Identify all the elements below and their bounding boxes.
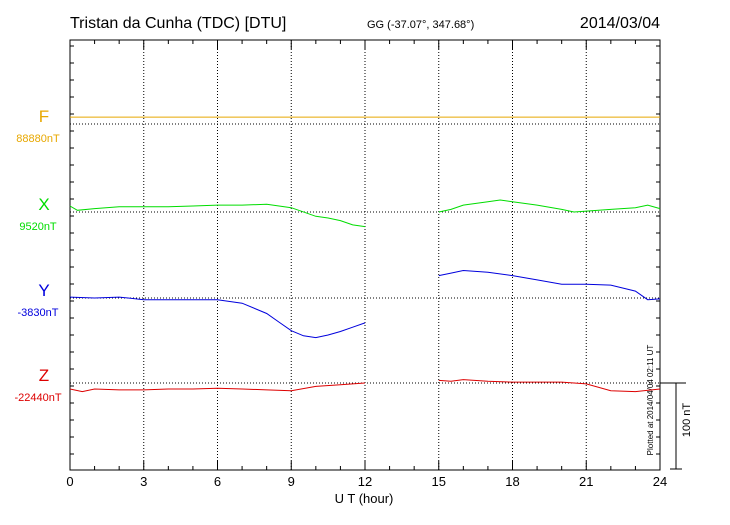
date-label: 2014/03/04 (580, 15, 660, 32)
x-axis-title: U T (hour) (335, 491, 394, 506)
baseline-label-y: -3830nT (18, 307, 59, 319)
series-line-z (438, 379, 661, 393)
baseline-label-x: 9520nT (19, 221, 57, 233)
series-name-z: Z (39, 366, 49, 385)
x-tick-label: 21 (579, 474, 593, 489)
x-tick-label: 3 (140, 474, 147, 489)
x-tick-label: 12 (358, 474, 372, 489)
coordinates-label: GG (-37.07°, 347.68°) (367, 19, 474, 31)
x-tick-label: 15 (432, 474, 446, 489)
series-name-f: F (39, 107, 49, 126)
plotted-at-note: Plotted at 2014/04/04 02:11 UT (646, 345, 655, 456)
x-tick-label: 9 (288, 474, 295, 489)
scale-bar-label: 100 nT (681, 403, 693, 438)
x-tick-label: 0 (66, 474, 73, 489)
series-line-y (69, 296, 366, 339)
series-name-x: X (38, 195, 49, 214)
x-tick-label: 18 (505, 474, 519, 489)
x-tick-label: 24 (653, 474, 667, 489)
series-line-x (438, 199, 661, 213)
baseline-label-f: 88880nT (16, 133, 60, 145)
x-tick-label: 6 (214, 474, 221, 489)
series-line-z (69, 382, 366, 393)
plot-frame (69, 39, 661, 471)
series-line-x (69, 203, 366, 228)
plot-layer: 0 3 6 9 12 15 18 21 24 F 88880nT X 9520nT Y -3830nT Z -2… (14, 39, 686, 489)
series-line-y (438, 269, 661, 301)
baseline-label-z: -22440nT (14, 392, 61, 404)
chart-title: Tristan da Cunha (TDC) [DTU] (70, 15, 286, 32)
series-name-y: Y (38, 281, 49, 300)
